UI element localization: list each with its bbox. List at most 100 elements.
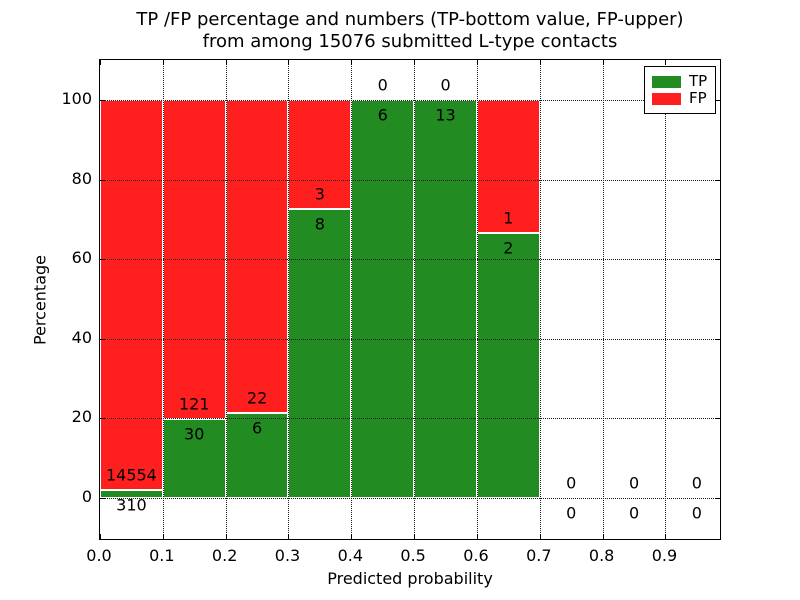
tick-mark	[715, 179, 720, 181]
tp-bar-segment	[476, 232, 540, 498]
gridline-vertical	[225, 60, 227, 539]
tick-mark	[225, 534, 227, 539]
chart-title-line2: from among 15076 submitted L-type contac…	[202, 31, 618, 52]
tp-bar-segment	[100, 489, 163, 498]
tick-mark	[715, 498, 720, 499]
tp-count-label: 6	[251, 418, 263, 438]
gridline-horizontal	[100, 418, 720, 420]
tp-count-label: 0	[628, 503, 640, 523]
tp-legend-label: TP	[689, 72, 708, 90]
tick-mark	[100, 338, 105, 340]
legend-item-fp: FP	[652, 90, 708, 107]
tp-bar-segment	[225, 412, 289, 498]
tick-mark	[100, 60, 101, 65]
y-tick-label: 0	[81, 487, 92, 506]
y-tick-label: 60	[71, 248, 92, 268]
gridline-vertical	[665, 60, 667, 539]
tick-mark	[602, 534, 604, 539]
gridline-vertical	[162, 60, 164, 539]
plot-area: 14554 310 121 30 22 6 3 8 0 6 0 13 1 2 0 0 0 0 0 0	[99, 59, 721, 540]
fp-count-label: 0	[628, 473, 640, 493]
tp-count-label: 310	[116, 495, 147, 515]
tick-mark	[100, 100, 105, 101]
tp-count-label: 6	[377, 105, 388, 125]
x-tick-label: 0.4	[337, 546, 364, 565]
tp-count-label: 30	[184, 424, 205, 444]
tick-mark	[602, 60, 604, 65]
tick-mark	[162, 60, 164, 65]
y-tick-label: 20	[71, 407, 92, 427]
fp-count-label: 0	[691, 473, 702, 493]
tick-mark	[100, 534, 101, 539]
gridline-vertical	[414, 60, 416, 539]
fp-legend-swatch	[652, 92, 681, 105]
tp-count-label: 0	[691, 503, 702, 523]
y-tick-label: 80	[71, 168, 92, 188]
gridline-vertical	[539, 60, 541, 539]
gridline-horizontal	[100, 100, 720, 101]
y-tick-label: 40	[71, 327, 92, 347]
tick-mark	[414, 534, 416, 539]
fp-count-label: 14554	[105, 465, 157, 485]
tp-legend-swatch	[652, 75, 681, 88]
tick-mark	[100, 498, 105, 499]
tick-mark	[351, 534, 353, 539]
x-tick-label: 0.6	[463, 546, 489, 565]
fp-count-label: 0	[440, 75, 451, 95]
x-tick-label: 0.8	[588, 546, 615, 565]
gridline-horizontal	[100, 498, 720, 499]
fp-bar-segment	[100, 100, 163, 490]
legend: TP FP	[644, 66, 716, 114]
x-tick-label: 0.2	[211, 546, 238, 565]
tp-count-label: 13	[435, 105, 456, 125]
tick-mark	[715, 259, 720, 261]
tick-mark	[100, 259, 105, 261]
y-axis-label: Percentage	[30, 254, 50, 345]
x-tick-label: 0.3	[274, 546, 301, 565]
tp-bar-segment	[414, 100, 477, 498]
y-tick-label: 100	[61, 89, 92, 108]
tick-mark	[414, 60, 416, 65]
fp-count-label: 1	[503, 208, 514, 228]
fp-bar-segment	[288, 100, 352, 209]
tick-mark	[100, 418, 105, 420]
fp-count-label: 22	[246, 388, 268, 408]
tick-mark	[715, 338, 720, 340]
tick-mark	[225, 60, 227, 65]
tp-bar-segment	[351, 100, 415, 498]
chart-title-line1: TP /FP percentage and numbers (TP-bottom…	[136, 9, 684, 30]
tick-mark	[476, 60, 478, 65]
fp-legend-label: FP	[689, 89, 707, 107]
tick-mark	[539, 60, 541, 65]
tick-mark	[351, 60, 353, 65]
fp-count-label: 0	[377, 75, 388, 95]
gridline-vertical	[602, 60, 604, 539]
tick-mark	[476, 534, 478, 539]
tick-mark	[100, 179, 105, 181]
tick-mark	[715, 100, 720, 101]
fp-count-label: 0	[566, 473, 577, 493]
tick-mark	[288, 534, 290, 539]
tick-mark	[539, 534, 541, 539]
x-tick-label: 0.0	[86, 546, 112, 565]
tp-bar-segment	[288, 208, 352, 498]
gridline-horizontal	[100, 259, 720, 261]
gridline-vertical	[476, 60, 478, 539]
gridline-horizontal	[100, 179, 720, 181]
x-axis-label: Predicted probability	[327, 569, 493, 588]
x-tick-label: 0.5	[400, 546, 426, 565]
x-tick-label: 0.7	[526, 546, 552, 565]
legend-item-tp: TP	[652, 73, 708, 90]
gridline-vertical	[288, 60, 290, 539]
tp-bar-segment	[162, 418, 226, 498]
tick-mark	[162, 534, 164, 539]
x-tick-label: 0.1	[149, 546, 175, 565]
fp-count-label: 3	[314, 184, 325, 204]
x-tick-label: 0.9	[651, 546, 678, 565]
tp-count-label: 2	[503, 238, 514, 258]
fp-bar-segment	[225, 100, 289, 413]
tick-mark	[288, 60, 290, 65]
fp-count-label: 121	[178, 394, 210, 414]
gridline-vertical	[351, 60, 353, 539]
